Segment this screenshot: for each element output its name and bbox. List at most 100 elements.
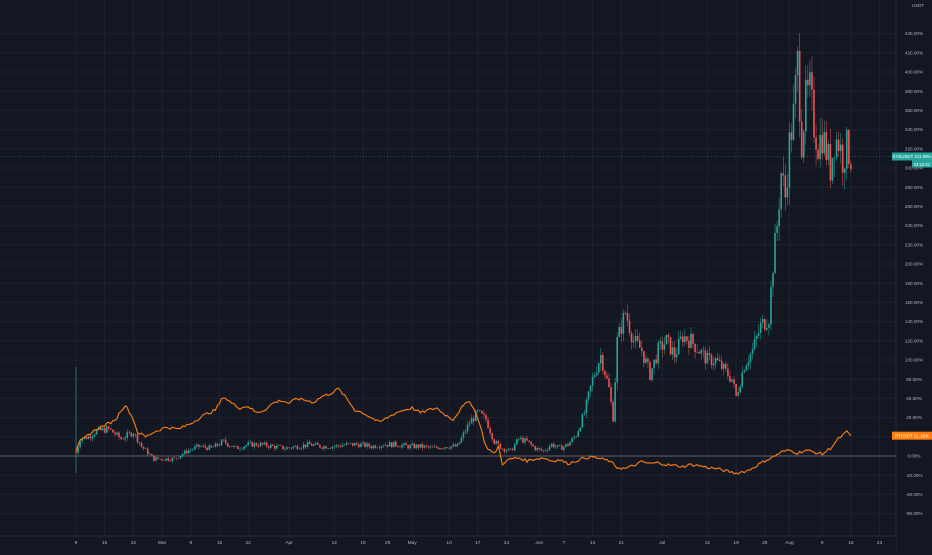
- candle-body: [306, 442, 309, 447]
- candle-body: [474, 410, 477, 422]
- x-tick-label: 23: [877, 540, 883, 546]
- candle-body: [554, 446, 557, 448]
- candle-body: [821, 134, 823, 154]
- candle-body: [175, 457, 178, 459]
- candle-body: [626, 312, 629, 321]
- candle-body: [524, 438, 526, 443]
- candle-body: [837, 139, 840, 151]
- candle-body: [315, 443, 317, 445]
- candle-body: [442, 448, 444, 449]
- candle-body: [725, 364, 727, 369]
- candle-body: [112, 429, 114, 433]
- x-tick-label: Jul: [659, 540, 665, 546]
- candle-body: [579, 427, 582, 432]
- rt-last-label-box: [892, 431, 932, 440]
- candle-body: [237, 446, 239, 450]
- candle-body: [458, 442, 461, 445]
- candle-body: [349, 443, 352, 444]
- candle-body: [460, 437, 463, 443]
- candle-body: [532, 444, 534, 447]
- candle-body: [708, 352, 711, 355]
- time-axis-panel[interactable]: [0, 536, 896, 550]
- candle-body: [368, 443, 370, 447]
- candle-body: [493, 439, 495, 444]
- candle-body: [132, 433, 135, 437]
- candle-body: [298, 448, 301, 450]
- candle-body: [331, 446, 334, 449]
- candle-body: [163, 460, 165, 461]
- candle-body: [173, 457, 176, 459]
- candle-body: [228, 446, 231, 447]
- candle-body: [604, 370, 606, 376]
- candle-body: [282, 445, 284, 450]
- x-tick-label: 10: [446, 540, 452, 546]
- y-tick-label: -60.00%: [905, 511, 922, 516]
- y-tick-label: 340.00%: [905, 127, 923, 132]
- candle-body: [819, 134, 821, 159]
- candle-body: [362, 442, 364, 444]
- candle-body: [479, 410, 481, 411]
- candle-body: [444, 447, 446, 449]
- candle-body: [321, 447, 323, 449]
- candle-body: [370, 446, 372, 449]
- candle-body: [433, 446, 436, 448]
- candle-body: [116, 432, 118, 435]
- x-tick-label: 12: [705, 540, 711, 546]
- candle-body: [155, 457, 157, 461]
- candle-body: [630, 333, 633, 343]
- candle-body: [587, 391, 590, 400]
- candle-body: [149, 454, 151, 455]
- candle-body: [679, 336, 682, 339]
- x-tick-label: 19: [360, 540, 366, 546]
- candle-body: [456, 444, 459, 447]
- candle-body: [575, 436, 577, 438]
- candle-body: [743, 370, 746, 373]
- candle-body: [737, 392, 739, 396]
- candle-body: [595, 372, 598, 376]
- candle-body: [146, 448, 149, 455]
- candle-body: [665, 334, 668, 345]
- price-axis-panel[interactable]: [896, 0, 932, 550]
- candle-body: [835, 139, 838, 158]
- candle-body: [632, 341, 635, 343]
- candle-body: [559, 445, 561, 446]
- candle-body: [497, 441, 500, 444]
- candle-body: [462, 432, 465, 438]
- candle-body: [159, 458, 161, 460]
- candle-body: [427, 446, 430, 448]
- x-tick-label: 26: [762, 540, 768, 546]
- candle-body: [101, 428, 104, 431]
- y-tick-label: 400.00%: [905, 70, 923, 75]
- candle-body: [169, 460, 172, 462]
- candle-body: [261, 442, 264, 445]
- candle-body: [93, 434, 96, 437]
- candle-body: [317, 443, 319, 445]
- candle-body: [347, 442, 350, 444]
- candle-body: [372, 445, 375, 449]
- candle-body: [272, 444, 274, 446]
- x-tick-label: Mar: [158, 540, 167, 546]
- candle-body: [710, 354, 713, 366]
- candle-body: [87, 436, 90, 439]
- candle-body: [723, 364, 725, 369]
- candle-body: [618, 326, 621, 337]
- candle-body: [507, 448, 510, 451]
- candle-body: [395, 441, 397, 446]
- candle-body: [698, 352, 700, 354]
- candle-body: [382, 445, 385, 447]
- candle-body: [341, 445, 344, 447]
- y-tick-label: 420.00%: [905, 50, 923, 55]
- candle-body: [153, 455, 155, 461]
- candle-body: [515, 439, 518, 445]
- candle-body: [81, 438, 83, 442]
- candle-body: [343, 444, 346, 446]
- candle-body: [829, 144, 832, 181]
- y-tick-label: 140.00%: [905, 319, 923, 324]
- y-tick-label: 120.00%: [905, 338, 923, 343]
- y-tick-label: 100.00%: [905, 358, 923, 363]
- candle-body: [741, 372, 744, 387]
- candle-body: [569, 442, 571, 446]
- candle-body: [848, 129, 850, 165]
